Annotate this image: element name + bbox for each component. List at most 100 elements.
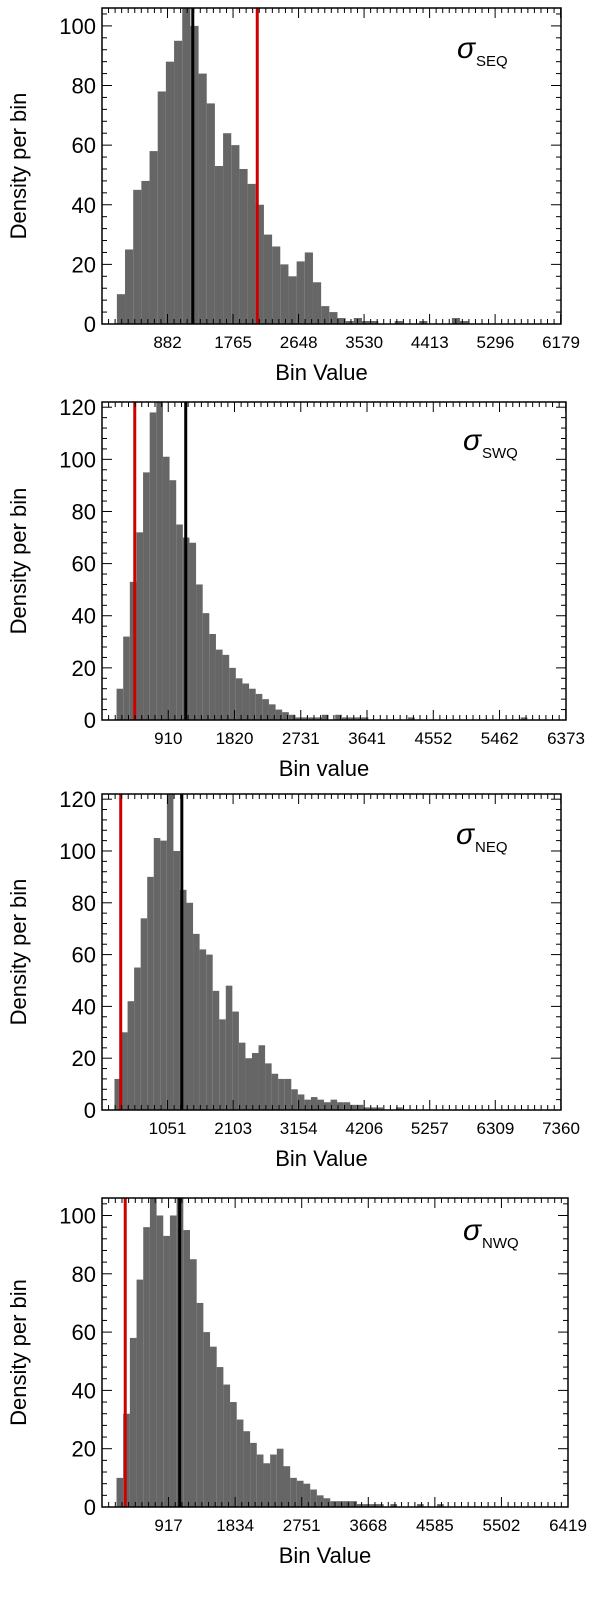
hist-bar	[243, 1431, 251, 1507]
y-tick-label: 40	[72, 604, 96, 629]
hist-bar	[153, 838, 161, 1110]
x-tick-label: 4206	[345, 1119, 383, 1138]
x-tick-label: 5257	[411, 1119, 449, 1138]
sigma-annotation: σ	[463, 1214, 483, 1247]
hist-bar	[343, 1102, 351, 1110]
x-tick-label: 2103	[214, 1119, 252, 1138]
hist-bar	[196, 1302, 204, 1507]
hist-bar	[125, 249, 134, 324]
hist-bar	[361, 321, 371, 324]
x-tick-label: 910	[154, 729, 182, 748]
hist-bar	[143, 472, 150, 720]
hist-bar	[149, 1198, 157, 1507]
hist-bar	[370, 321, 379, 324]
hist-bar	[236, 1419, 244, 1507]
x-tick-label: 5502	[483, 1516, 521, 1535]
x-tick-label: 5296	[476, 333, 514, 352]
hist-bar	[348, 717, 356, 720]
y-tick-label: 80	[72, 891, 96, 916]
hist-bar	[280, 264, 289, 324]
hist-bar	[229, 667, 236, 720]
hist-bar	[223, 133, 232, 324]
hist-bar	[278, 1078, 285, 1110]
y-tick-label: 0	[84, 1098, 96, 1123]
x-tick-label: 2648	[280, 333, 318, 352]
hist-bar	[355, 717, 362, 720]
hist-bar	[258, 1045, 266, 1110]
hist-bar	[141, 180, 150, 324]
hist-bar	[283, 1466, 291, 1507]
hist-bar	[350, 1104, 357, 1110]
y-tick-label: 20	[72, 1046, 96, 1071]
x-tick-label: 6373	[547, 729, 585, 748]
y-tick-label: 0	[84, 708, 96, 733]
hist-bar	[308, 717, 316, 720]
hist-bar	[242, 683, 250, 720]
x-tick-label: 4585	[416, 1516, 454, 1535]
hist-bar	[370, 1504, 377, 1507]
hist-bar	[247, 183, 256, 324]
hist-bar	[295, 717, 303, 720]
y-tick-label: 60	[72, 133, 96, 158]
hist-bar	[268, 704, 276, 720]
hist-bar	[116, 294, 126, 324]
y-tick-label: 40	[72, 1378, 96, 1403]
x-tick-label: 882	[153, 333, 181, 352]
hist-bar	[356, 1104, 364, 1110]
hist-bar	[212, 990, 220, 1110]
hist-bar	[324, 1102, 331, 1110]
hist-bar	[147, 876, 154, 1110]
hist-bar	[215, 649, 223, 720]
panel-seq: 882 1765 2648 3530 4413 5296 6179 0 20 40 60 80 100 B…	[0, 0, 600, 398]
hist-bar	[291, 1089, 298, 1110]
hist-bar	[390, 1504, 398, 1507]
hist-bar	[255, 204, 264, 324]
hist-bar	[249, 688, 256, 720]
y-axis-label: Density per bin	[6, 879, 31, 1026]
sigma-annotation: σ	[463, 424, 483, 457]
x-tick-label: 6309	[477, 1119, 515, 1138]
hist-bar	[186, 902, 194, 1110]
x-axis-label: Bin value	[279, 756, 370, 781]
hist-bar	[460, 321, 469, 324]
hist-bar	[121, 1032, 128, 1110]
hist-bar	[156, 402, 163, 720]
hist-bar	[169, 1215, 177, 1507]
hist-bar	[408, 717, 415, 720]
histogram-swq: 910 1820 2731 3641 4552 5462 6373 0 20 40 60 80 100 1…	[6, 398, 585, 781]
hist-bar	[163, 1235, 170, 1507]
hist-bar	[276, 1448, 284, 1507]
y-tick-label: 100	[59, 839, 96, 864]
hist-bar	[189, 542, 197, 720]
x-axis-label: Bin Value	[275, 1146, 368, 1171]
hist-bar	[210, 1346, 217, 1507]
x-tick-label: 6419	[549, 1516, 587, 1535]
hist-bar	[316, 1495, 324, 1507]
hist-bar	[312, 282, 322, 324]
histogram-neq: 1051 2103 3154 4206 5257 6309 7360 0 20 40 60 80 100…	[6, 790, 580, 1171]
hist-bar	[315, 717, 322, 720]
x-tick-label: 3641	[348, 729, 386, 748]
hist-bar	[350, 1501, 357, 1507]
sigma-annotation: σ	[456, 818, 476, 851]
hist-bar	[189, 1259, 197, 1507]
hist-bar	[363, 1107, 370, 1110]
hist-bar	[363, 1504, 371, 1507]
hist-bar	[288, 714, 296, 720]
hist-bar	[222, 654, 230, 720]
x-tick-label: 1834	[216, 1516, 254, 1535]
y-tick-label: 0	[84, 1495, 96, 1520]
bars	[116, 1198, 444, 1507]
y-tick-label: 80	[72, 74, 96, 99]
hist-bar	[245, 1058, 252, 1110]
hist-bar	[330, 1099, 338, 1110]
panel-swq: 910 1820 2731 3641 4552 5462 6373 0 20 40 60 80 100 1…	[0, 398, 600, 790]
x-tick-label: 4552	[415, 729, 453, 748]
hist-bar	[162, 456, 170, 720]
hist-bar	[394, 321, 403, 324]
hist-bar	[343, 1501, 351, 1507]
hist-bar	[262, 699, 269, 720]
x-tick-label: 4413	[411, 333, 449, 352]
hist-bar	[219, 1019, 226, 1110]
hist-bar	[520, 717, 528, 720]
